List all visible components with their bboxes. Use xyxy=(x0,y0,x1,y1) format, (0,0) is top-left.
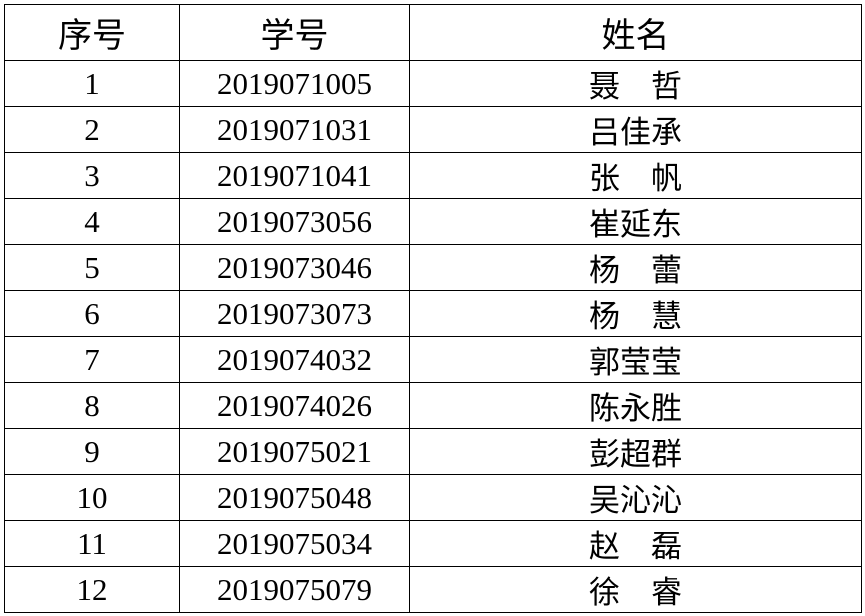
cell: 2019075021 xyxy=(179,428,410,475)
cell: 崔延东 xyxy=(409,198,862,245)
cell: 7 xyxy=(4,336,180,383)
cell: 徐 睿 xyxy=(409,566,862,613)
cell: 8 xyxy=(4,382,180,429)
row: 5 2019073046 杨 蕾 xyxy=(4,244,862,291)
header-cell: 学号 xyxy=(179,4,410,61)
cell: 3 xyxy=(4,152,180,199)
cell: 2019071041 xyxy=(179,152,410,199)
cell: 2019071031 xyxy=(179,106,410,153)
cell: 10 xyxy=(4,474,180,521)
cell: 2019071005 xyxy=(179,60,410,107)
row: 10 2019075048 吴沁沁 xyxy=(4,474,862,521)
cell: 张 帆 xyxy=(409,152,862,199)
cell: 郭莹莹 xyxy=(409,336,862,383)
header-cell: 序号 xyxy=(4,4,180,61)
cell: 5 xyxy=(4,244,180,291)
row: 1 2019071005 聂 哲 xyxy=(4,60,862,107)
student-table: 序号 学号 姓名 1 2019071005 聂 哲 2 2019071031 吕佳承 3 20… xyxy=(4,4,862,613)
row: 2 2019071031 吕佳承 xyxy=(4,106,862,153)
cell: 杨 蕾 xyxy=(409,244,862,291)
cell: 2019073046 xyxy=(179,244,410,291)
cell: 2019075048 xyxy=(179,474,410,521)
cell: 陈永胜 xyxy=(409,382,862,429)
cell: 2019075034 xyxy=(179,520,410,567)
cell: 11 xyxy=(4,520,180,567)
cell: 吴沁沁 xyxy=(409,474,862,521)
header-row: 序号 学号 姓名 xyxy=(4,4,862,61)
row: 9 2019075021 彭超群 xyxy=(4,428,862,475)
row: 11 2019075034 赵 磊 xyxy=(4,520,862,567)
header-cell: 姓名 xyxy=(409,4,862,61)
cell: 彭超群 xyxy=(409,428,862,475)
row: 8 2019074026 陈永胜 xyxy=(4,382,862,429)
cell: 赵 磊 xyxy=(409,520,862,567)
row: 4 2019073056 崔延东 xyxy=(4,198,862,245)
cell: 2 xyxy=(4,106,180,153)
cell: 6 xyxy=(4,290,180,337)
cell: 1 xyxy=(4,60,180,107)
cell: 吕佳承 xyxy=(409,106,862,153)
cell: 9 xyxy=(4,428,180,475)
row: 6 2019073073 杨 慧 xyxy=(4,290,862,337)
cell: 聂 哲 xyxy=(409,60,862,107)
cell: 4 xyxy=(4,198,180,245)
cell: 2019073056 xyxy=(179,198,410,245)
row: 7 2019074032 郭莹莹 xyxy=(4,336,862,383)
cell: 12 xyxy=(4,566,180,613)
row: 3 2019071041 张 帆 xyxy=(4,152,862,199)
cell: 2019074032 xyxy=(179,336,410,383)
cell: 2019073073 xyxy=(179,290,410,337)
cell: 杨 慧 xyxy=(409,290,862,337)
cell: 2019074026 xyxy=(179,382,410,429)
row: 12 2019075079 徐 睿 xyxy=(4,566,862,613)
cell: 2019075079 xyxy=(179,566,410,613)
